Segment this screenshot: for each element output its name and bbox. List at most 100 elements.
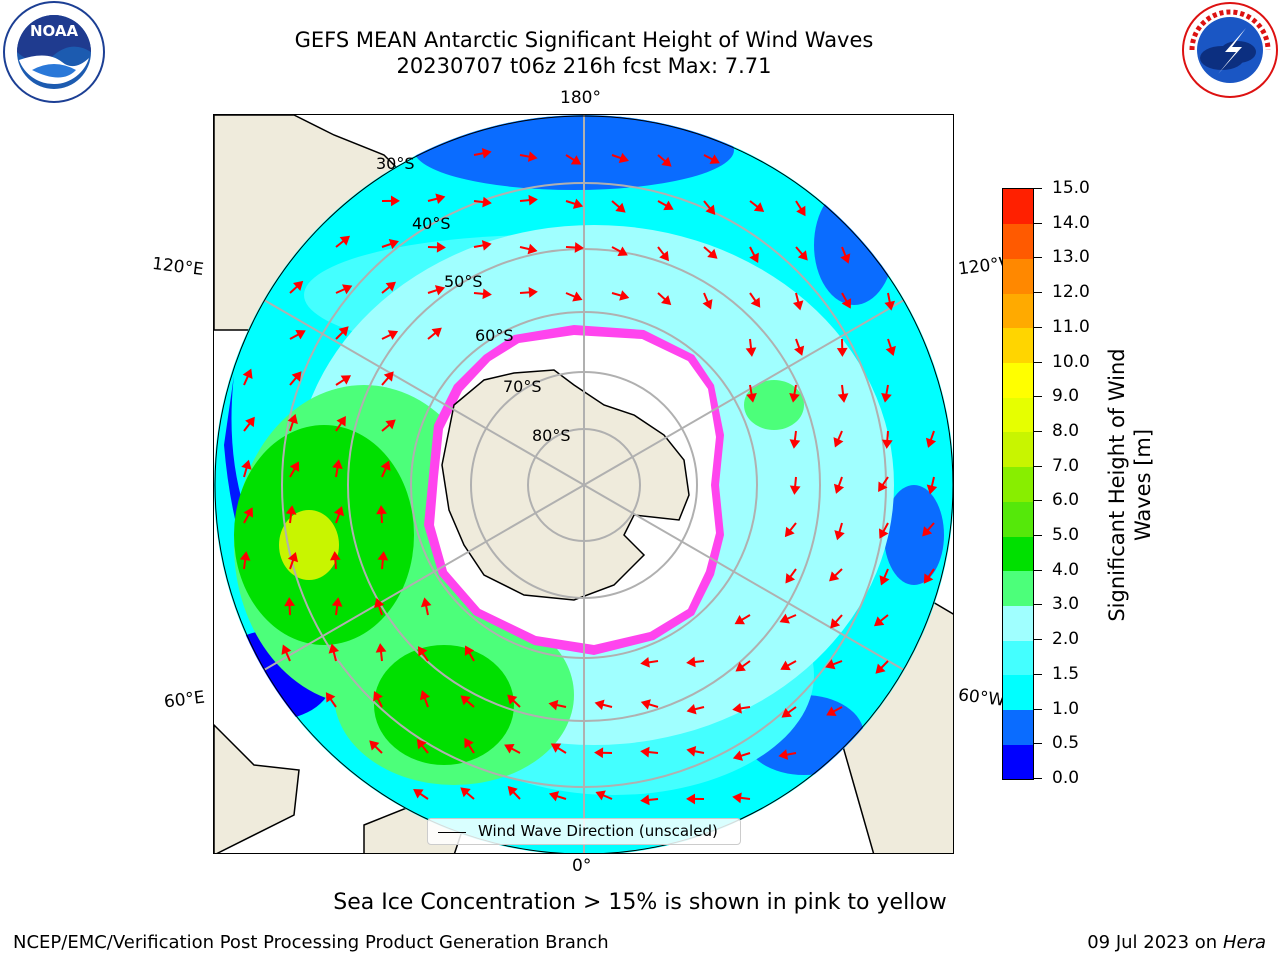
wave-direction-arrowhead <box>291 371 302 382</box>
wave-direction-arrowhead <box>460 695 471 706</box>
wave-direction-arrowhead <box>431 327 442 338</box>
lat-label-40s: 40°S <box>412 214 451 233</box>
colorbar-tick-mark <box>1034 396 1042 398</box>
wave-direction-arrowhead <box>686 793 696 805</box>
wave-direction-arrowhead <box>369 740 380 751</box>
wave-direction-arrowhead <box>875 663 886 674</box>
wave-direction-arrowhead <box>661 156 672 167</box>
wave-direction-arrowhead <box>840 253 851 264</box>
map-title: GEFS MEAN Antarctic Significant Height o… <box>294 28 874 52</box>
wave-direction-arrowhead <box>284 597 295 607</box>
wave-direction-arrowhead <box>661 295 672 306</box>
wave-direction-arrowhead <box>434 285 446 296</box>
wave-direction-arrowhead <box>780 660 791 671</box>
wave-direction-arrowhead <box>340 375 352 385</box>
wave-direction-arrowhead <box>923 573 934 584</box>
wave-direction-arrowhead <box>331 597 343 607</box>
wave-direction-arrowhead <box>413 788 424 799</box>
wave-direction-arrowhead <box>527 151 538 162</box>
wave-direction-arrowhead <box>753 202 765 212</box>
colorbar-tick-mark <box>1034 257 1042 259</box>
wave-direction-arrowhead <box>336 416 346 427</box>
lat-label-80s: 80°S <box>532 426 571 445</box>
wave-direction-arrowhead <box>241 459 252 470</box>
wave-direction-arrowhead <box>879 575 890 586</box>
wave-direction-arrowhead <box>388 238 399 250</box>
colorbar-tick-label: 14.0 <box>1052 212 1090 233</box>
colorbar-segment <box>1003 570 1033 606</box>
wave-direction-arrowhead <box>328 643 340 654</box>
wave-direction-arrowhead <box>419 690 430 701</box>
wave-direction-arrowhead <box>837 393 849 403</box>
wave-direction-arrowhead <box>833 437 844 448</box>
colorbar-tick-label: 5.0 <box>1052 525 1080 546</box>
wave-direction-arrowhead <box>926 484 938 495</box>
wave-direction-arrowhead <box>572 198 584 209</box>
colorbar-segment <box>1003 293 1033 329</box>
wave-direction-arrowhead <box>750 297 761 308</box>
wave-direction-arrowhead <box>746 392 757 403</box>
wave-direction-arrowhead <box>436 241 446 253</box>
wave-direction-arrowhead <box>874 616 885 627</box>
graticule <box>214 115 953 853</box>
wave-direction-arrowhead <box>745 347 757 357</box>
wave-direction-arrowhead <box>797 250 808 261</box>
colorbar-tick-label: 3.0 <box>1052 594 1080 615</box>
colorbar-tick-label: 12.0 <box>1052 282 1090 303</box>
wave-direction-arrowhead <box>528 194 538 206</box>
footer-date: 09 Jul 2023 on Hera <box>1087 932 1266 953</box>
wave-direction-arrowhead <box>548 699 559 711</box>
wave-direction-arrowhead <box>640 657 650 668</box>
nws-logo <box>1180 0 1280 104</box>
wave-direction-arrowhead <box>881 392 892 403</box>
wave-direction-arrowhead <box>735 661 746 672</box>
colorbar-tick-mark <box>1034 535 1042 537</box>
wave-direction-arrowhead <box>383 371 394 382</box>
wave-direction-arrowhead <box>239 551 251 561</box>
polar-map: 30°S 40°S 50°S 60°S 70°S 80°S <box>214 115 953 853</box>
lon-label-60w: 60°W <box>956 685 1006 711</box>
wave-direction-arrowhead <box>617 246 628 256</box>
colorbar-tick-label: 1.5 <box>1052 663 1080 684</box>
colorbar-tick-mark <box>1034 292 1042 294</box>
wave-direction-arrowhead <box>287 413 298 425</box>
wave-direction-arrowhead <box>594 747 604 759</box>
wave-direction-arrowhead <box>572 291 583 302</box>
wave-direction-arrowhead <box>834 530 845 541</box>
wave-direction-arrowhead <box>732 750 744 761</box>
colorbar-tick-label: 7.0 <box>1052 455 1080 476</box>
map-subtitle: 20230707 t06z 216h fcst Max: 7.71 <box>396 54 772 78</box>
lon-label-60e: 60°E <box>162 687 206 713</box>
wave-direction-arrowhead <box>377 551 389 561</box>
wave-direction-arrowhead <box>375 643 387 653</box>
wind-wave-arrows <box>239 148 938 806</box>
wave-direction-arrowhead <box>287 552 299 563</box>
wave-direction-arrowhead <box>640 699 651 710</box>
noaa-logo: NOAA <box>2 0 106 108</box>
legend-label: Wind Wave Direction (unscaled) <box>478 822 718 840</box>
wave-direction-arrowhead <box>329 551 341 561</box>
wave-direction-arrowhead <box>338 326 349 337</box>
wave-direction-arrowhead <box>663 200 674 211</box>
colorbar-segment <box>1003 466 1033 502</box>
wave-direction-arrowhead <box>925 437 937 448</box>
wave-direction-arrowhead <box>732 703 742 714</box>
wave-direction-arrowhead <box>878 481 888 492</box>
wave-direction-arrowhead <box>779 613 790 624</box>
wave-direction-arrowhead <box>885 345 896 357</box>
wave-direction-arrowhead <box>385 419 396 430</box>
wave-direction-arrowhead <box>836 347 848 357</box>
colorbar-tick-mark <box>1034 361 1042 363</box>
colorbar-tick-mark <box>1034 326 1042 328</box>
sea-ice-note: Sea Ice Concentration > 15% is shown in … <box>333 890 947 915</box>
map-legend: Wind Wave Direction (unscaled) <box>427 818 741 845</box>
colorbar-tick-mark <box>1034 604 1042 606</box>
colorbar-segment <box>1003 709 1033 745</box>
wave-direction-arrowhead <box>293 280 304 291</box>
wave-direction-arrowhead <box>594 699 605 711</box>
wave-direction-arrowhead <box>749 252 759 263</box>
wave-direction-arrowhead <box>709 154 720 164</box>
wave-direction-arrowhead <box>833 483 845 494</box>
wave-direction-arrowhead <box>615 202 626 213</box>
wave-direction-arrowhead <box>376 505 387 515</box>
